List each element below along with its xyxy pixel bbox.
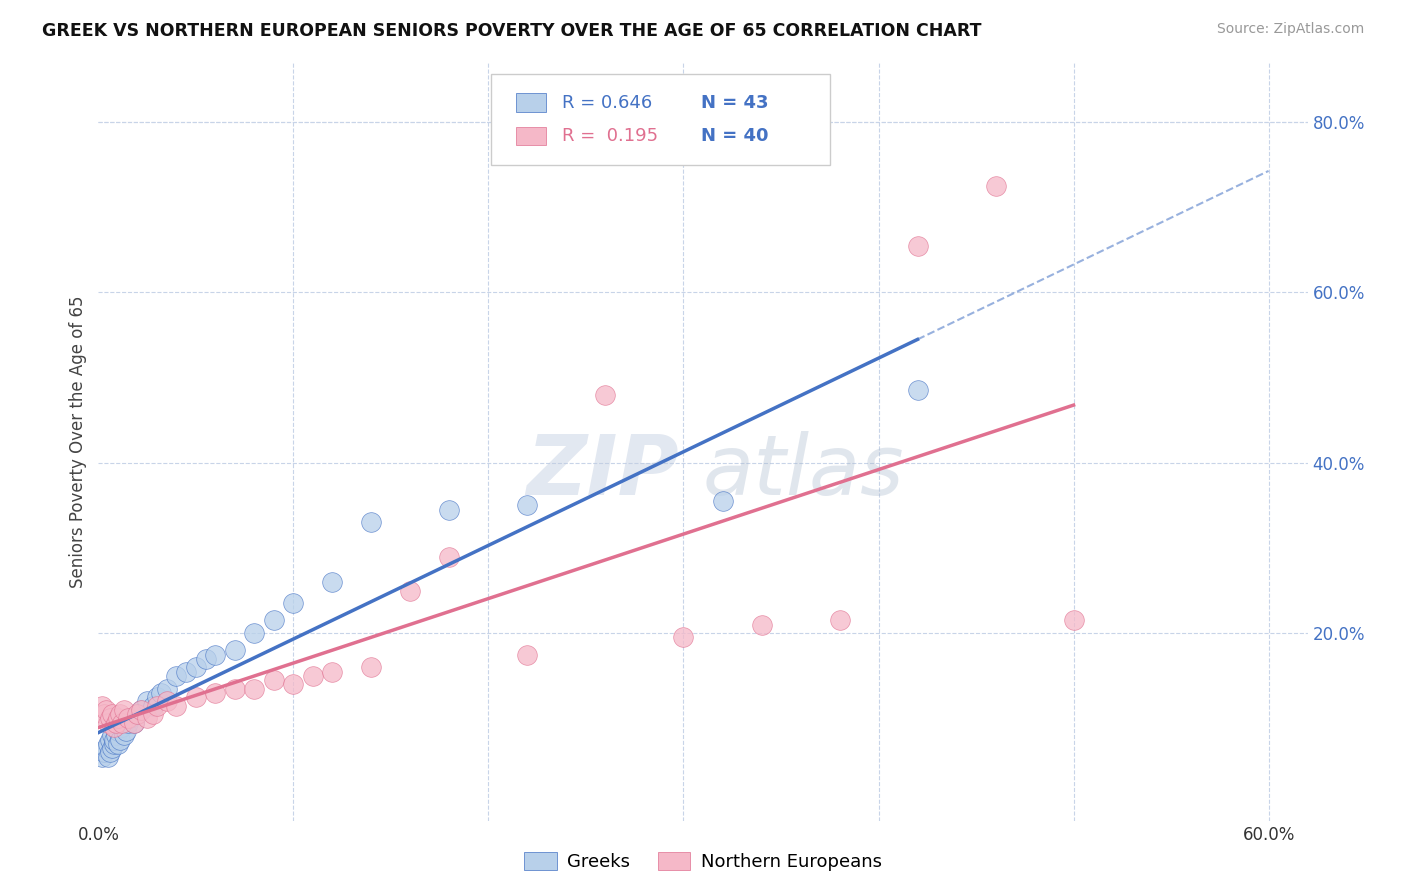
Point — [91, 698, 114, 713]
Point — [107, 711, 129, 725]
Point — [114, 724, 136, 739]
Point — [516, 648, 538, 662]
Point — [104, 728, 127, 742]
Point — [136, 694, 159, 708]
Point — [103, 737, 125, 751]
Text: N = 43: N = 43 — [700, 94, 768, 112]
Point — [101, 728, 124, 742]
Point — [360, 660, 382, 674]
Bar — [516, 127, 546, 145]
Point — [112, 703, 135, 717]
Point — [118, 711, 141, 725]
Text: atlas: atlas — [703, 432, 904, 512]
Point — [165, 698, 187, 713]
Point — [907, 238, 929, 252]
Point — [907, 384, 929, 398]
Point — [101, 741, 124, 756]
Point — [103, 720, 125, 734]
Point — [136, 711, 159, 725]
Bar — [516, 93, 546, 112]
Point — [184, 660, 207, 674]
Point — [360, 516, 382, 530]
Point — [184, 690, 207, 705]
Point — [93, 746, 115, 760]
Point — [243, 626, 266, 640]
Point — [149, 686, 172, 700]
Point — [439, 549, 461, 564]
FancyBboxPatch shape — [492, 74, 830, 165]
Point — [97, 715, 120, 730]
Point — [302, 669, 325, 683]
Point — [117, 711, 139, 725]
Point — [98, 711, 121, 725]
Point — [104, 715, 127, 730]
Point — [131, 703, 153, 717]
Point — [204, 686, 226, 700]
Point — [131, 703, 153, 717]
Point — [108, 707, 131, 722]
Point — [111, 715, 134, 730]
Point — [127, 707, 149, 722]
Point — [91, 749, 114, 764]
Point — [142, 698, 165, 713]
Point — [595, 387, 617, 401]
Point — [243, 681, 266, 696]
Y-axis label: Seniors Poverty Over the Age of 65: Seniors Poverty Over the Age of 65 — [69, 295, 87, 588]
Point — [96, 703, 118, 717]
Point — [98, 746, 121, 760]
Point — [122, 715, 145, 730]
Point — [516, 499, 538, 513]
Point — [142, 707, 165, 722]
Point — [108, 732, 131, 747]
Point — [146, 690, 169, 705]
Legend: Greeks, Northern Europeans: Greeks, Northern Europeans — [517, 845, 889, 879]
Point — [111, 720, 134, 734]
Point — [112, 728, 135, 742]
Point — [122, 715, 145, 730]
Text: Source: ZipAtlas.com: Source: ZipAtlas.com — [1216, 22, 1364, 37]
Point — [263, 614, 285, 628]
Point — [156, 694, 179, 708]
Point — [439, 502, 461, 516]
Text: R =  0.195: R = 0.195 — [561, 127, 658, 145]
Point — [828, 614, 851, 628]
Point — [204, 648, 226, 662]
Point — [1063, 614, 1085, 628]
Point — [107, 737, 129, 751]
Point — [283, 677, 305, 691]
Point — [321, 575, 343, 590]
Text: ZIP: ZIP — [526, 432, 679, 512]
Text: GREEK VS NORTHERN EUROPEAN SENIORS POVERTY OVER THE AGE OF 65 CORRELATION CHART: GREEK VS NORTHERN EUROPEAN SENIORS POVER… — [42, 22, 981, 40]
Point — [107, 724, 129, 739]
Point — [224, 643, 246, 657]
Point — [98, 732, 121, 747]
Point — [672, 631, 695, 645]
Point — [224, 681, 246, 696]
Point — [174, 665, 197, 679]
Point — [93, 707, 115, 722]
Point — [194, 652, 217, 666]
Point — [984, 178, 1007, 193]
Point — [101, 707, 124, 722]
Point — [97, 737, 120, 751]
Text: R = 0.646: R = 0.646 — [561, 94, 652, 112]
Text: N = 40: N = 40 — [700, 127, 768, 145]
Point — [751, 617, 773, 632]
Point — [96, 741, 118, 756]
Point — [711, 494, 734, 508]
Point — [165, 669, 187, 683]
Point — [283, 596, 305, 610]
Point — [127, 707, 149, 722]
Point — [399, 583, 422, 598]
Point — [263, 673, 285, 687]
Point — [103, 732, 125, 747]
Point — [146, 698, 169, 713]
Point — [156, 681, 179, 696]
Point — [321, 665, 343, 679]
Point — [117, 715, 139, 730]
Point — [97, 749, 120, 764]
